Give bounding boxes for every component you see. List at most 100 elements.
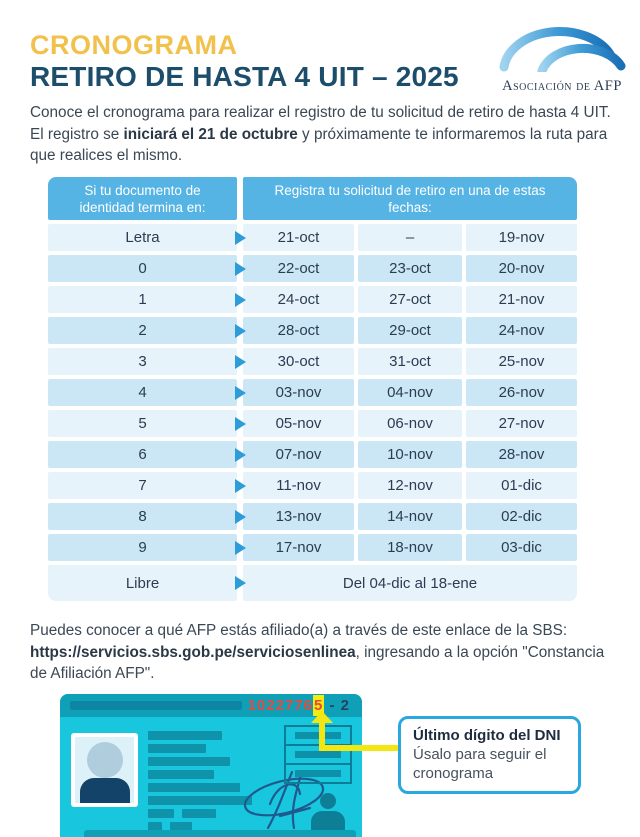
date-cell: –	[358, 224, 462, 251]
dni-number-suffix: - 2	[324, 697, 350, 714]
text-line-bar	[148, 783, 240, 792]
date-cell: 26-nov	[466, 379, 577, 406]
callout-body: Úsalo para seguir el cronograma	[413, 746, 547, 782]
info-bar	[295, 770, 341, 777]
arrow-icon	[235, 447, 246, 462]
connector-horizontal	[319, 745, 398, 751]
digit-label: 7	[138, 477, 147, 494]
dni-number: 1022776 5 - 2	[248, 694, 350, 717]
card-bottom-strip	[84, 830, 356, 837]
digit-label: 2	[138, 322, 147, 339]
card-text-lines	[148, 731, 252, 835]
date-cell: 18-nov	[358, 534, 462, 561]
text-line-bar	[148, 744, 206, 753]
table-row: 3 30-oct 31-oct 25-nov	[48, 348, 577, 375]
page-kicker: CRONOGRAMA	[30, 30, 238, 60]
arrow-up-icon	[311, 711, 333, 723]
logo-arcs-icon	[499, 27, 626, 76]
table-row: Letra 21-oct – 19-nov	[48, 224, 577, 251]
arrow-icon	[235, 576, 246, 590]
table-row: 6 07-nov 10-nov 28-nov	[48, 441, 577, 468]
text-line-bar	[148, 731, 222, 740]
date-cell: 24-nov	[466, 317, 577, 344]
date-cell: 02-dic	[466, 503, 577, 530]
page-title: RETIRO DE HASTA 4 UIT – 2025	[30, 61, 459, 92]
date-cell: 07-nov	[243, 441, 354, 468]
table-row: 2 28-oct 29-oct 24-nov	[48, 317, 577, 344]
text-line-bar	[148, 809, 174, 818]
outro-text-2: , ingresando a la opción "Constancia de …	[30, 643, 605, 683]
date-cell: 05-nov	[243, 410, 354, 437]
table-row: 4 03-nov 04-nov 26-nov	[48, 379, 577, 406]
sbs-info-paragraph: Puedes conocer a qué AFP estás afiliado(…	[30, 620, 618, 685]
connector-vertical	[319, 722, 325, 750]
text-line-bar	[182, 809, 216, 818]
digit-label: 3	[138, 353, 147, 370]
dni-card-top-band: 1022776 5 - 2	[60, 694, 362, 717]
date-cell: 27-nov	[466, 410, 577, 437]
date-cell: 22-oct	[243, 255, 354, 282]
date-range-cell: Del 04-dic al 18-ene	[243, 565, 577, 601]
digit-label: 6	[138, 446, 147, 463]
date-cell: 06-nov	[358, 410, 462, 437]
date-cell: 19-nov	[466, 224, 577, 251]
arrow-icon	[235, 261, 246, 276]
photo-placeholder	[71, 733, 138, 807]
info-bar	[295, 732, 341, 739]
dni-last-digit-highlight: 5	[312, 695, 325, 716]
date-cell: 01-dic	[466, 472, 577, 499]
text-line-bar	[170, 822, 192, 831]
date-cell: 03-dic	[466, 534, 577, 561]
text-line-bar	[148, 770, 214, 779]
table-row: 8 13-nov 14-nov 02-dic	[48, 503, 577, 530]
arrow-icon	[235, 230, 246, 245]
date-cell: 11-nov	[243, 472, 354, 499]
date-cell: 21-nov	[466, 286, 577, 313]
arrow-icon	[235, 323, 246, 338]
digit-label: 4	[138, 384, 147, 401]
table-row: 9 17-nov 18-nov 03-dic	[48, 534, 577, 561]
digit-label: Letra	[125, 229, 160, 246]
text-line-bar	[148, 757, 230, 766]
arrow-icon	[235, 292, 246, 307]
band-bar	[70, 701, 242, 710]
schedule-table: Si tu documento de identidad termina en:…	[48, 177, 577, 601]
date-cell: 28-nov	[466, 441, 577, 468]
digit-label: 0	[138, 260, 147, 277]
table-header-row: Si tu documento de identidad termina en:…	[48, 177, 577, 220]
afp-association-logo: Asociación de AFP	[492, 22, 632, 95]
intro-text: Conoce el cronograma para realizar el re…	[30, 104, 611, 143]
logo-text: Asociación de AFP	[502, 78, 622, 94]
digit-label: 1	[138, 291, 147, 308]
date-cell: 21-oct	[243, 224, 354, 251]
table-row-libre: Libre Del 04-dic al 18-ene	[48, 565, 577, 601]
date-cell: 04-nov	[358, 379, 462, 406]
date-cell: 29-oct	[358, 317, 462, 344]
date-cell: 23-oct	[358, 255, 462, 282]
date-cell: 03-nov	[243, 379, 354, 406]
table-row: 1 24-oct 27-oct 21-nov	[48, 286, 577, 313]
date-cell: 17-nov	[243, 534, 354, 561]
dni-callout: Último dígito del DNI Úsalo para seguir …	[398, 716, 581, 794]
table-row: 7 11-nov 12-nov 01-dic	[48, 472, 577, 499]
sbs-link[interactable]: https://servicios.sbs.gob.pe/serviciosen…	[30, 643, 356, 661]
date-cell: 10-nov	[358, 441, 462, 468]
arrow-icon	[235, 354, 246, 369]
table-row: 5 05-nov 06-nov 27-nov	[48, 410, 577, 437]
digit-label: 5	[138, 415, 147, 432]
dni-number-prefix: 1022776	[247, 697, 313, 714]
date-cell: 27-oct	[358, 286, 462, 313]
date-cell: 12-nov	[358, 472, 462, 499]
digit-label: Libre	[125, 574, 160, 592]
photo-head-silhouette	[86, 742, 123, 778]
text-line-bar	[148, 796, 252, 805]
date-cell: 28-oct	[243, 317, 354, 344]
date-cell: 14-nov	[358, 503, 462, 530]
date-cell: 24-oct	[243, 286, 354, 313]
photo-shoulders-silhouette	[79, 778, 130, 803]
outro-text: Puedes conocer a qué AFP estás afiliado(…	[30, 622, 568, 639]
signature-squiggle	[243, 770, 325, 830]
digit-label: 8	[138, 508, 147, 525]
callout-title: Último dígito del DNI	[413, 727, 561, 744]
